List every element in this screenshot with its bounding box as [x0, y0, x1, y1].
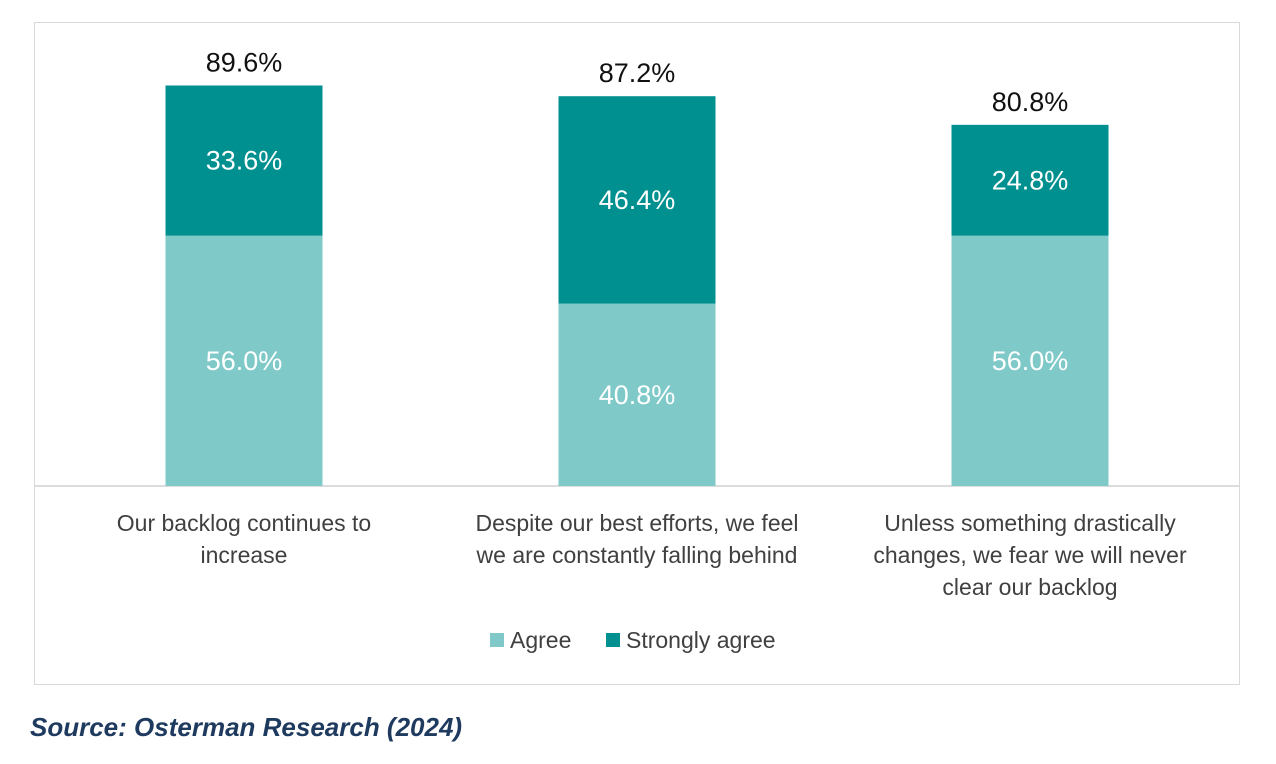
legend-swatch-agree: [490, 633, 504, 647]
category-label-3-line-1: Unless something drastically: [884, 510, 1176, 536]
total-label-3: 80.8%: [992, 87, 1069, 117]
data-label-strongly-agree-2: 46.4%: [599, 185, 676, 215]
category-label-3-line-3: clear our backlog: [942, 574, 1117, 600]
category-label-1-line-2: increase: [201, 542, 288, 568]
source-note: Source: Osterman Research (2024): [30, 712, 463, 742]
data-label-agree-2: 40.8%: [599, 380, 676, 410]
category-label-3-line-2: changes, we fear we will never: [873, 542, 1187, 568]
bar-segment-strongly-agree-1: [165, 85, 323, 236]
data-label-agree-3: 56.0%: [992, 346, 1069, 376]
data-label-agree-1: 56.0%: [206, 346, 283, 376]
bar-segment-agree-3: [951, 235, 1109, 486]
data-label-strongly-agree-3: 24.8%: [992, 165, 1069, 195]
bar-segment-agree-2: [558, 303, 716, 486]
bar-segment-agree-1: [165, 235, 323, 486]
stacked-bar-chart: 56.0% 33.6% 89.6% Our backlog continues to i…: [35, 47, 1239, 653]
bar-segment-strongly-agree-3: [951, 124, 1109, 236]
legend-label-strongly-agree: Strongly agree: [626, 627, 776, 653]
data-label-strongly-agree-1: 33.6%: [206, 146, 283, 176]
chart-frame: 56.0% 33.6% 89.6% Our backlog continues to i…: [34, 22, 1240, 685]
total-label-1: 89.6%: [206, 47, 283, 77]
category-label-2-line-2: we are constantly falling behind: [476, 542, 798, 568]
legend-swatch-strongly-agree: [606, 633, 620, 647]
legend-label-agree: Agree: [510, 627, 571, 653]
category-label-1-line-1: Our backlog continues to: [117, 510, 371, 536]
category-label-2-line-1: Despite our best efforts, we feel: [475, 510, 798, 536]
total-label-2: 87.2%: [599, 58, 676, 88]
bar-segment-strongly-agree-2: [558, 96, 716, 304]
